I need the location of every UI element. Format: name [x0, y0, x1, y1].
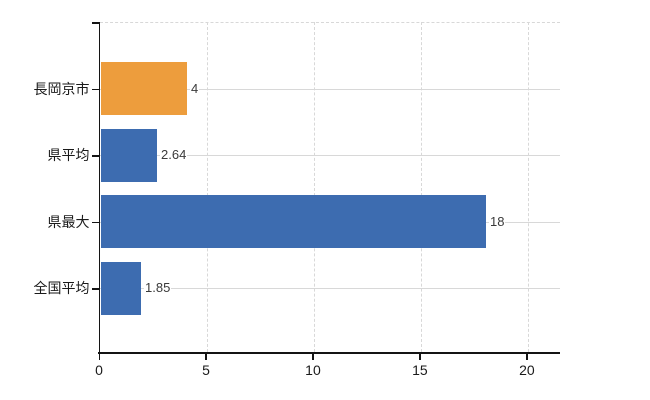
bar-3 [101, 195, 486, 248]
vertical-gridline [527, 22, 529, 352]
x-axis-line [97, 352, 560, 354]
bar-1 [101, 62, 187, 115]
bar-value-label: 18 [489, 213, 506, 230]
category-label-1: 長岡京市 [33, 80, 90, 97]
y-axis-top-tick [91, 22, 99, 24]
category-tick [91, 88, 99, 90]
vertical-gridline [206, 22, 208, 352]
bar-value-label: 4 [190, 80, 200, 97]
x-tick-label-5: 5 [202, 362, 210, 378]
horizontal-gridline [100, 155, 560, 156]
horizontal-gridline [100, 288, 560, 289]
bar-value-label: 2.64 [160, 147, 188, 163]
y-axis-line [98, 22, 100, 352]
vertical-gridline [313, 22, 315, 352]
x-tick-label-10: 10 [305, 362, 321, 378]
category-tick [91, 221, 99, 223]
vertical-gridline [420, 22, 422, 352]
category-tick [91, 288, 99, 290]
x-tick-label-15: 15 [412, 362, 428, 378]
bar-2 [101, 128, 157, 182]
x-tick-label-0: 0 [95, 362, 103, 378]
horizontal-gridline [100, 88, 560, 90]
category-label-4: 全国平均 [33, 280, 90, 296]
category-label-3: 県最大 [47, 213, 90, 230]
bar-4 [101, 261, 141, 315]
category-label-2: 県平均 [47, 147, 90, 163]
x-axis-tick [312, 352, 314, 360]
x-tick-label-20: 20 [519, 362, 535, 378]
x-axis-tick [98, 352, 100, 360]
x-axis-tick [526, 352, 528, 360]
x-axis-tick [205, 352, 207, 360]
x-axis-tick [419, 352, 421, 360]
category-tick [91, 155, 99, 157]
bar-value-label: 1.85 [144, 280, 172, 296]
plot-top-border [100, 22, 560, 23]
